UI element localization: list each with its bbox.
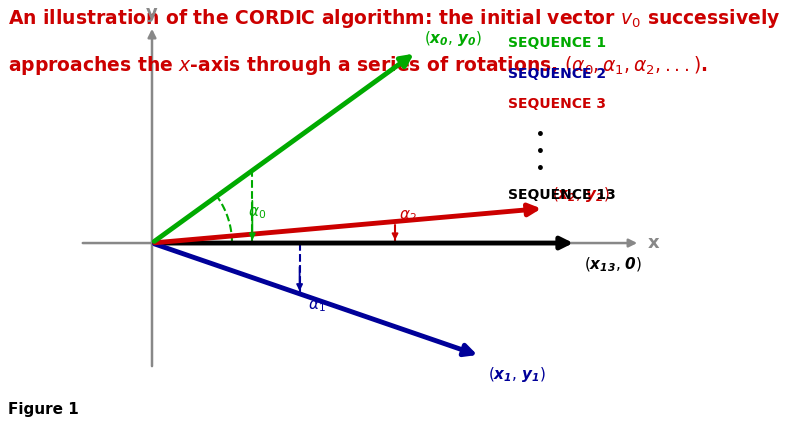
Text: approaches the $\it{x}$-axis through a series of rotations, $(\alpha_0, \alpha_1: approaches the $\it{x}$-axis through a s… [8, 54, 708, 77]
Text: Figure 1: Figure 1 [8, 401, 78, 417]
Text: $\alpha_1$: $\alpha_1$ [308, 298, 326, 314]
Text: ($\bfit{x}_{13}$, $\bfit{0}$): ($\bfit{x}_{13}$, $\bfit{0}$) [584, 256, 642, 274]
Text: SEQUENCE 1: SEQUENCE 1 [508, 36, 606, 50]
Text: •: • [535, 162, 545, 176]
Text: x: x [648, 234, 660, 252]
Text: y: y [146, 4, 158, 22]
Text: ($\bfit{x}_1$, $\bfit{y}_1$): ($\bfit{x}_1$, $\bfit{y}_1$) [488, 365, 546, 384]
Text: SEQUENCE 2: SEQUENCE 2 [508, 67, 606, 81]
Text: •: • [535, 145, 545, 159]
Text: $\alpha_0$: $\alpha_0$ [248, 206, 266, 221]
Text: An illustration of the CORDIC algorithm: the initial vector $v_0$ successively: An illustration of the CORDIC algorithm:… [8, 7, 781, 30]
Text: ($\bfit{x}_0$, $\bfit{y}_0$): ($\bfit{x}_0$, $\bfit{y}_0$) [424, 29, 482, 48]
Text: SEQUENCE 3: SEQUENCE 3 [508, 97, 606, 111]
Text: •: • [535, 128, 545, 141]
Text: ($\bfit{x}_2$, $\bfit{y}_2$): ($\bfit{x}_2$, $\bfit{y}_2$) [552, 185, 610, 204]
Text: $\alpha_2$: $\alpha_2$ [399, 208, 417, 224]
Text: SEQUENCE 13: SEQUENCE 13 [508, 188, 616, 202]
